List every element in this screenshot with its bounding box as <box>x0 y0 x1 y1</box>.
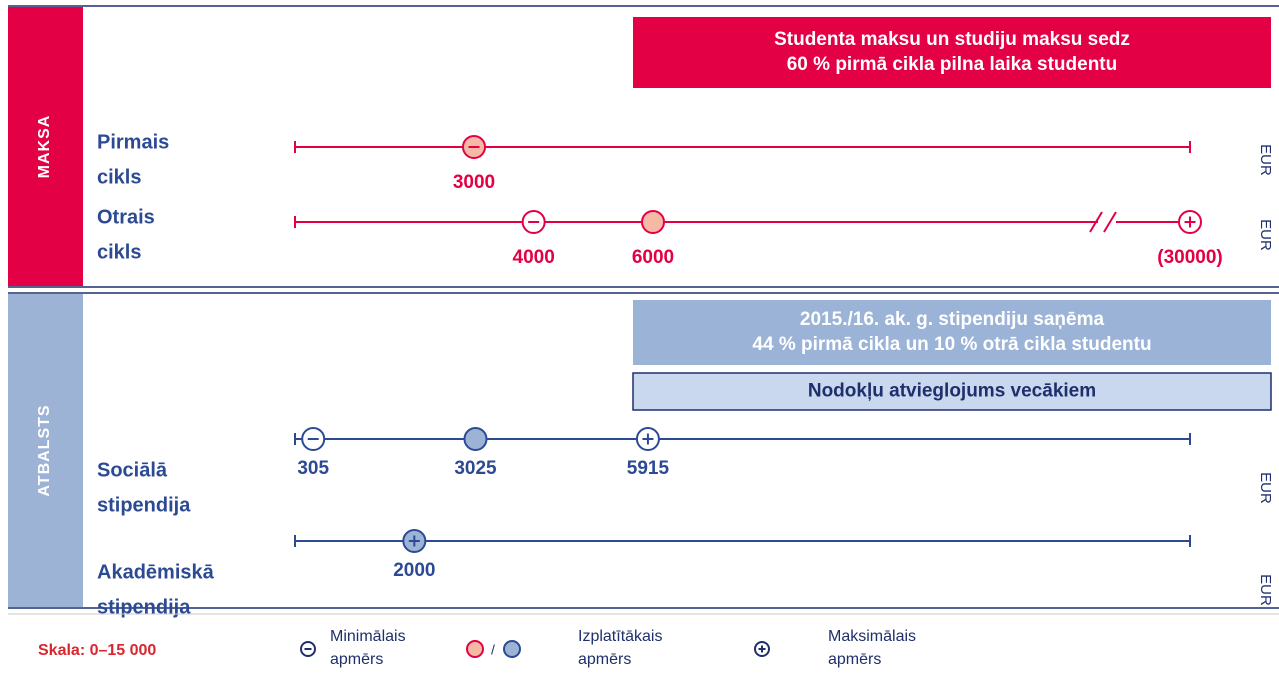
banner-text: 2015./16. ak. g. stipendiju saņēma <box>800 309 1105 330</box>
banner <box>633 17 1271 88</box>
banner-text: 44 % pirmā cikla un 10 % otrā cikla stud… <box>752 334 1151 355</box>
value-label: 4000 <box>513 247 555 268</box>
value-label: 3025 <box>454 458 497 479</box>
legend-label: Maksimālais <box>828 628 916 645</box>
legend-separator: / <box>491 642 495 658</box>
marker-min <box>521 210 546 234</box>
unit-label: EUR <box>1257 574 1274 606</box>
marker-max <box>635 427 660 451</box>
marker-circle <box>466 640 484 658</box>
value-label: 5915 <box>627 458 670 479</box>
marker-max <box>754 641 770 657</box>
marker-typical <box>503 640 521 658</box>
unit-label: EUR <box>1257 144 1274 176</box>
value-label: 305 <box>297 458 329 479</box>
marker-min <box>301 427 326 451</box>
marker-min <box>300 641 316 657</box>
section-band <box>8 294 83 607</box>
legend-label: apmērs <box>578 651 631 668</box>
marker-typical <box>466 640 484 658</box>
banner-text: Studenta maksu un studiju maksu sedz <box>774 29 1130 50</box>
banner-text: 60 % pirmā cikla pilna laika studentu <box>787 54 1118 75</box>
row-label: Pirmais <box>97 131 169 153</box>
legend-label: Minimālais <box>330 628 406 645</box>
row-label: Sociālā <box>97 459 168 481</box>
marker-circle <box>641 210 665 234</box>
axis-break-gap <box>1098 219 1116 225</box>
marker-max <box>1178 210 1202 234</box>
marker-typical <box>641 210 665 234</box>
section-band <box>8 7 83 286</box>
row-label: Akadēmiskā <box>97 561 215 583</box>
unit-label: EUR <box>1257 219 1274 251</box>
banner <box>633 300 1271 365</box>
row-label: Otrais <box>97 206 155 228</box>
value-label: 6000 <box>632 247 674 268</box>
section-title: MAKSA <box>36 115 53 179</box>
marker-typical <box>463 427 488 451</box>
marker-min <box>462 135 486 159</box>
row-label: stipendija <box>97 494 191 516</box>
marker-circle <box>503 640 521 658</box>
legend-label: Izplatītākais <box>578 628 662 645</box>
legend-label: apmērs <box>828 651 881 668</box>
axis-break <box>1089 211 1103 233</box>
row-label: stipendija <box>97 596 191 618</box>
banner-text: Nodokļu atvieglojums vecākiem <box>808 381 1096 402</box>
value-label: 2000 <box>393 560 435 581</box>
section-title: ATBALSTS <box>36 404 53 496</box>
banner <box>632 372 1272 411</box>
scale-label: Skala: 0–15 000 <box>38 642 156 659</box>
row-label: cikls <box>97 241 141 263</box>
unit-label: EUR <box>1257 472 1274 504</box>
legend-label: apmērs <box>330 651 383 668</box>
marker-max <box>402 529 427 553</box>
marker-circle <box>463 427 488 451</box>
row-label: cikls <box>97 166 141 188</box>
axis-break <box>1103 211 1117 233</box>
value-label: 3000 <box>453 172 495 193</box>
value-label: (30000) <box>1157 247 1223 268</box>
